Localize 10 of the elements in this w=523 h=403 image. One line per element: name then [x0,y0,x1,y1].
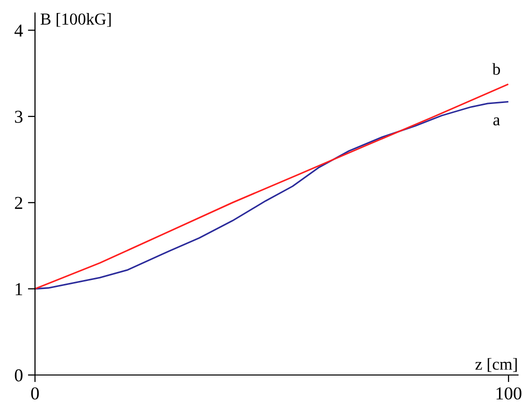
y-tick-label: 2 [14,196,22,209]
series-label: a [493,117,500,126]
x-axis-title: z [cm] [475,358,517,372]
y-tick-label: 1 [16,283,22,296]
x-tick-label: 100 [496,387,522,400]
y-tick-label: 4 [14,24,23,37]
y-tick-label: 3 [15,110,22,123]
y-tick-label: 0 [14,369,23,382]
series-label: b [492,63,500,75]
y-axis-title: B [100kG] [40,13,111,27]
